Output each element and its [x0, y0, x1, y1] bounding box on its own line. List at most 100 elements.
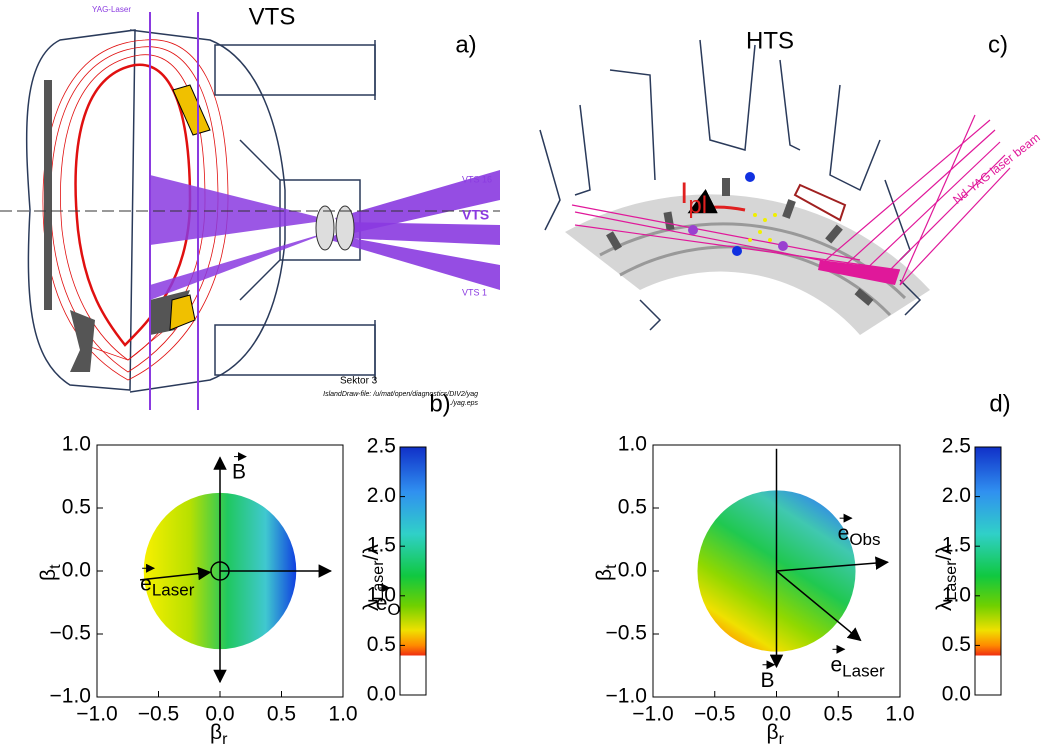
x-tick-label: 0.0 [205, 703, 234, 726]
current-label: Ipl [680, 177, 707, 219]
colorbar-tick-label: 0.5 [942, 633, 971, 656]
symbol: λ [360, 600, 383, 611]
subscript: r [779, 731, 785, 744]
colorbar-tick-label: 1.0 [367, 583, 396, 606]
panel-a: VTS a) YAG-Laser VTS 16 VTS VTS 1 Sektor… [0, 3, 500, 410]
marker [688, 225, 698, 235]
beam [150, 230, 335, 300]
x-tick-label: 0.5 [267, 703, 296, 726]
label: βr [210, 721, 228, 744]
panel-title: HTS [746, 27, 794, 54]
symbol: I [680, 177, 688, 210]
x-tick-label: −1.0 [632, 703, 673, 726]
panel-c: HTS c) Ipl Nd-YAG laser beam [539, 27, 1043, 335]
x-tick-label: 1.0 [328, 703, 357, 726]
marker [745, 172, 755, 182]
y-tick-label: 1.0 [618, 433, 647, 456]
annotation: VTS 1 [462, 287, 487, 297]
beam [335, 170, 500, 235]
annotation: YAG-Laser [92, 5, 131, 14]
marker [778, 241, 788, 251]
subscript: t [47, 564, 64, 569]
subscript: pl [688, 192, 707, 219]
beam [150, 175, 330, 245]
track [619, 245, 892, 317]
symbol: e [838, 522, 850, 545]
colorbar-tick-label: 1.5 [942, 534, 971, 557]
current-arrow [687, 189, 746, 214]
colorbar-tick-label: 2.0 [942, 484, 971, 507]
symbol: B [761, 668, 775, 691]
colorbar [399, 446, 427, 696]
component [793, 183, 847, 222]
divertor-legs [84, 329, 166, 361]
symbol: β [210, 721, 222, 744]
ports [214, 40, 376, 380]
symbol: e [376, 592, 388, 615]
symbol: e [830, 653, 842, 676]
symbol: λ [933, 600, 956, 611]
vector [776, 556, 889, 572]
y-tick-label: 0.0 [618, 559, 647, 582]
panel-label: c) [988, 31, 1008, 58]
colorbar-tick-label: 1.0 [942, 583, 971, 606]
label: eLaser [830, 653, 885, 681]
x-tick-label: −1.0 [76, 703, 117, 726]
annotation: VTS 16 [462, 174, 492, 184]
label: eObs [838, 522, 881, 550]
colorbar-tick-label: 0.0 [942, 683, 971, 706]
y-tick-label: 0.5 [618, 496, 647, 519]
subscript: t [603, 564, 620, 569]
subscript: r [222, 731, 228, 744]
x-tick-label: 0.5 [824, 703, 853, 726]
symbol-tail: /λ [933, 544, 956, 561]
colorbar-tick-label: 2.5 [367, 435, 396, 458]
symbol: β [37, 569, 60, 581]
vessel [25, 29, 136, 391]
annotation: IslandDraw-file: /u/mat/open/diagnostics… [323, 391, 478, 398]
lens [315, 205, 335, 251]
panel-title: VTS [249, 3, 296, 30]
colorbar-tick-label: 2.5 [942, 435, 971, 458]
colorbar-tick-label: 0.0 [367, 683, 396, 706]
symbol-tail: /λ [360, 544, 383, 561]
vector [776, 570, 862, 642]
annotation: Sektor 3 [340, 376, 378, 387]
lens [335, 205, 355, 251]
scattering-volume [748, 213, 777, 242]
y-tick-label: 0.0 [62, 559, 91, 582]
port-component [169, 294, 196, 331]
beam [340, 222, 500, 245]
vector [139, 566, 212, 581]
laser-beam [571, 114, 1011, 286]
components [606, 178, 874, 306]
vessel-sector [565, 194, 930, 335]
label: eLaser [140, 572, 195, 600]
subscript: Laser [842, 662, 885, 681]
x-tick-label: −0.5 [138, 703, 179, 726]
subscript: Laser [943, 560, 960, 601]
y-tick-label: 1.0 [62, 433, 91, 456]
beam-dump [818, 260, 900, 285]
panel-label: b) [429, 390, 450, 417]
y-tick-label: 0.5 [62, 496, 91, 519]
subscript: Laser [152, 581, 195, 600]
x-tick-label: 1.0 [885, 703, 914, 726]
colorbar-tick-label: 1.5 [367, 534, 396, 557]
colorbar-tick-label: 2.0 [367, 484, 396, 507]
x-tick-label: 0.0 [762, 703, 791, 726]
label: λLaser/λ [360, 544, 388, 611]
symbol: β [593, 569, 616, 581]
symbol: B [232, 460, 246, 483]
annotation: ../yag.eps [448, 400, 479, 407]
port-component [172, 84, 211, 136]
label: B [232, 460, 246, 483]
colorbar-tick-label: 0.5 [367, 633, 396, 656]
subscript: Laser [370, 560, 387, 601]
label: βt [593, 564, 621, 581]
label: λLaser/λ [933, 544, 961, 611]
beam [330, 235, 500, 290]
label: βr [767, 721, 785, 744]
y-tick-label: −1.0 [50, 685, 91, 708]
